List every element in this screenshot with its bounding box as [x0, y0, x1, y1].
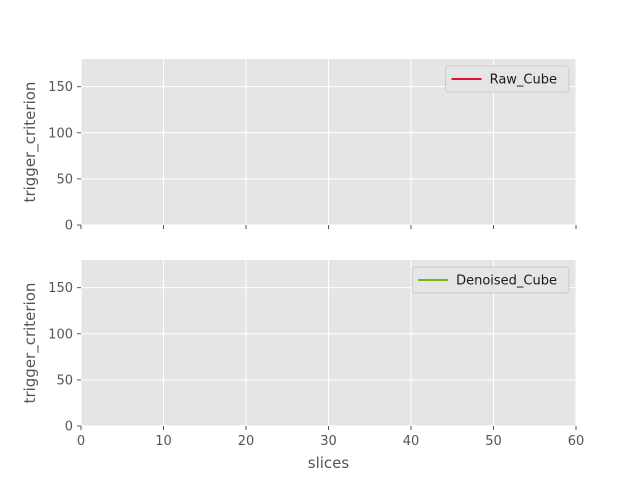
x-tick-label: 40 [403, 434, 420, 449]
ticks-top: 0 50 100 150 [48, 80, 577, 234]
y-tick-label: 50 [56, 172, 73, 187]
y-tick-label: 150 [48, 80, 73, 95]
legend-bottom: Denoised_Cube [411, 266, 570, 294]
legend-top: Raw_Cube [445, 65, 570, 93]
y-tick-label: 100 [48, 327, 73, 342]
y-tick-label: 150 [48, 281, 73, 296]
y-tick-label: 100 [48, 126, 73, 141]
subplot-top: 0 50 100 150 trigger_criterion Raw_Cube [21, 59, 577, 234]
ticks-bottom: 0 10 20 30 40 50 60 0 50 100 150 [48, 281, 584, 449]
legend-frame-bottom [411, 266, 570, 294]
y-tick-label: 0 [65, 420, 73, 435]
legend-frame-top [445, 65, 570, 93]
x-tick-label: 10 [155, 434, 172, 449]
legend-label-denoised-cube: Denoised_Cube [456, 274, 557, 289]
x-tick-label: 20 [238, 434, 255, 449]
x-tick-label: 30 [320, 434, 337, 449]
x-tick-label: 60 [568, 434, 585, 449]
x-axis-label-bottom: slices [308, 454, 350, 472]
x-tick-label: 50 [485, 434, 502, 449]
y-axis-label-bottom: trigger_criterion [21, 283, 40, 404]
y-tick-label: 0 [65, 219, 73, 234]
legend-label-raw-cube: Raw_Cube [490, 73, 557, 88]
x-tick-label: 0 [77, 434, 85, 449]
y-tick-label: 50 [56, 373, 73, 388]
y-axis-label-top: trigger_criterion [21, 82, 40, 203]
subplot-bottom: 0 10 20 30 40 50 60 0 50 100 150 trigger_criterion… [21, 260, 584, 472]
